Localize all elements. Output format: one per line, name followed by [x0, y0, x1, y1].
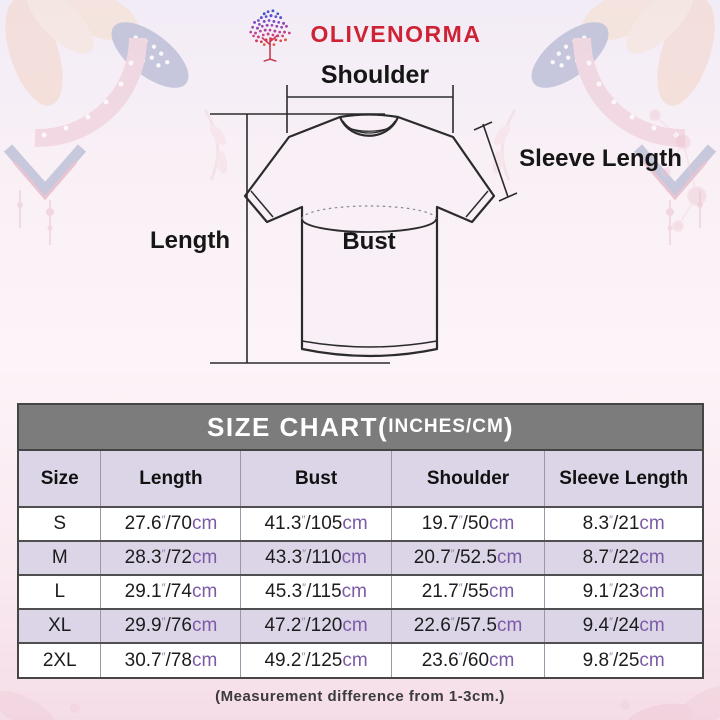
col-header-shoulder: Shoulder [390, 451, 545, 507]
cell-bust: 43.3″/110cm [240, 541, 392, 575]
col-header-length: Length [100, 451, 241, 507]
length-label: Length [150, 227, 230, 254]
table-header-row: Size Length Bust Shoulder Sleeve Length [19, 451, 702, 507]
cell-length: 28.3″/72cm [100, 541, 241, 575]
shoulder-measure-line [286, 85, 454, 133]
cell-length: 30.7″/78cm [100, 643, 241, 677]
size-table: Size Length Bust Shoulder Sleeve Length … [19, 451, 702, 677]
cell-shoulder: 23.6″/60cm [390, 643, 545, 677]
col-header-bust: Bust [240, 451, 392, 507]
title-main: SIZE CHART( [207, 411, 389, 442]
table-row: M 28.3″/72cm 43.3″/110cm 20.7″/52.5cm 8.… [19, 541, 702, 575]
cell-size: L [54, 581, 66, 602]
shoulder-label: Shoulder [320, 61, 430, 89]
cell-length: 27.6″/70cm [100, 507, 241, 541]
cell-sleeve: 9.1″/23cm [544, 575, 702, 609]
col-header-size: Size [40, 467, 79, 489]
cell-size: S [53, 513, 67, 534]
cell-sleeve: 8.3″/21cm [544, 507, 702, 541]
brand-logo: OLIVENORMA [0, 4, 720, 64]
table-row: L 29.1″/74cm 45.3″/115cm 21.7″/55cm 9.1″… [19, 575, 702, 609]
cell-bust: 41.3″/105cm [240, 507, 392, 541]
size-chart-title: SIZE CHART(INCHES/CM) [19, 405, 702, 451]
cell-bust: 49.2″/125cm [240, 643, 392, 677]
cell-shoulder: 20.7″/52.5cm [390, 541, 545, 575]
size-chart-table-container: SIZE CHART(INCHES/CM) Size Length Bust S… [17, 403, 704, 679]
olivenorma-tree-logo-icon [248, 9, 291, 62]
bust-label: Bust [342, 228, 396, 255]
cell-shoulder: 21.7″/55cm [390, 575, 545, 609]
col-header-sleeve: Sleeve Length [544, 451, 702, 507]
cell-sleeve: 9.8″/25cm [544, 643, 702, 677]
brand-name: OLIVENORMA [310, 20, 482, 47]
cell-shoulder: 19.7″/50cm [390, 507, 545, 541]
cell-sleeve: 8.7″/22cm [544, 541, 702, 575]
cell-length: 29.1″/74cm [100, 575, 241, 609]
cell-bust: 45.3″/115cm [240, 575, 392, 609]
cell-size: M [51, 547, 68, 568]
cell-shoulder: 22.6″/57.5cm [390, 609, 545, 643]
sleeve-length-label: Sleeve Length [519, 145, 682, 172]
cell-length: 29.9″/76cm [100, 609, 241, 643]
table-row: XL 29.9″/76cm 47.2″/120cm 22.6″/57.5cm 9… [19, 609, 702, 643]
table-row: 2XL 30.7″/78cm 49.2″/125cm 23.6″/60cm 9.… [19, 643, 702, 677]
title-close: ) [503, 411, 514, 442]
cell-size: 2XL [42, 649, 77, 671]
measurement-note: (Measurement difference from 1-3cm.) [215, 688, 505, 705]
length-measure-line [210, 113, 390, 364]
title-units: INCHES/CM [388, 416, 504, 437]
cell-sleeve: 9.4″/24cm [544, 609, 702, 643]
table-row: S 27.6″/70cm 41.3″/105cm 19.7″/50cm 8.3″… [19, 507, 702, 541]
cell-size: XL [48, 615, 72, 636]
cell-bust: 47.2″/120cm [240, 609, 392, 643]
